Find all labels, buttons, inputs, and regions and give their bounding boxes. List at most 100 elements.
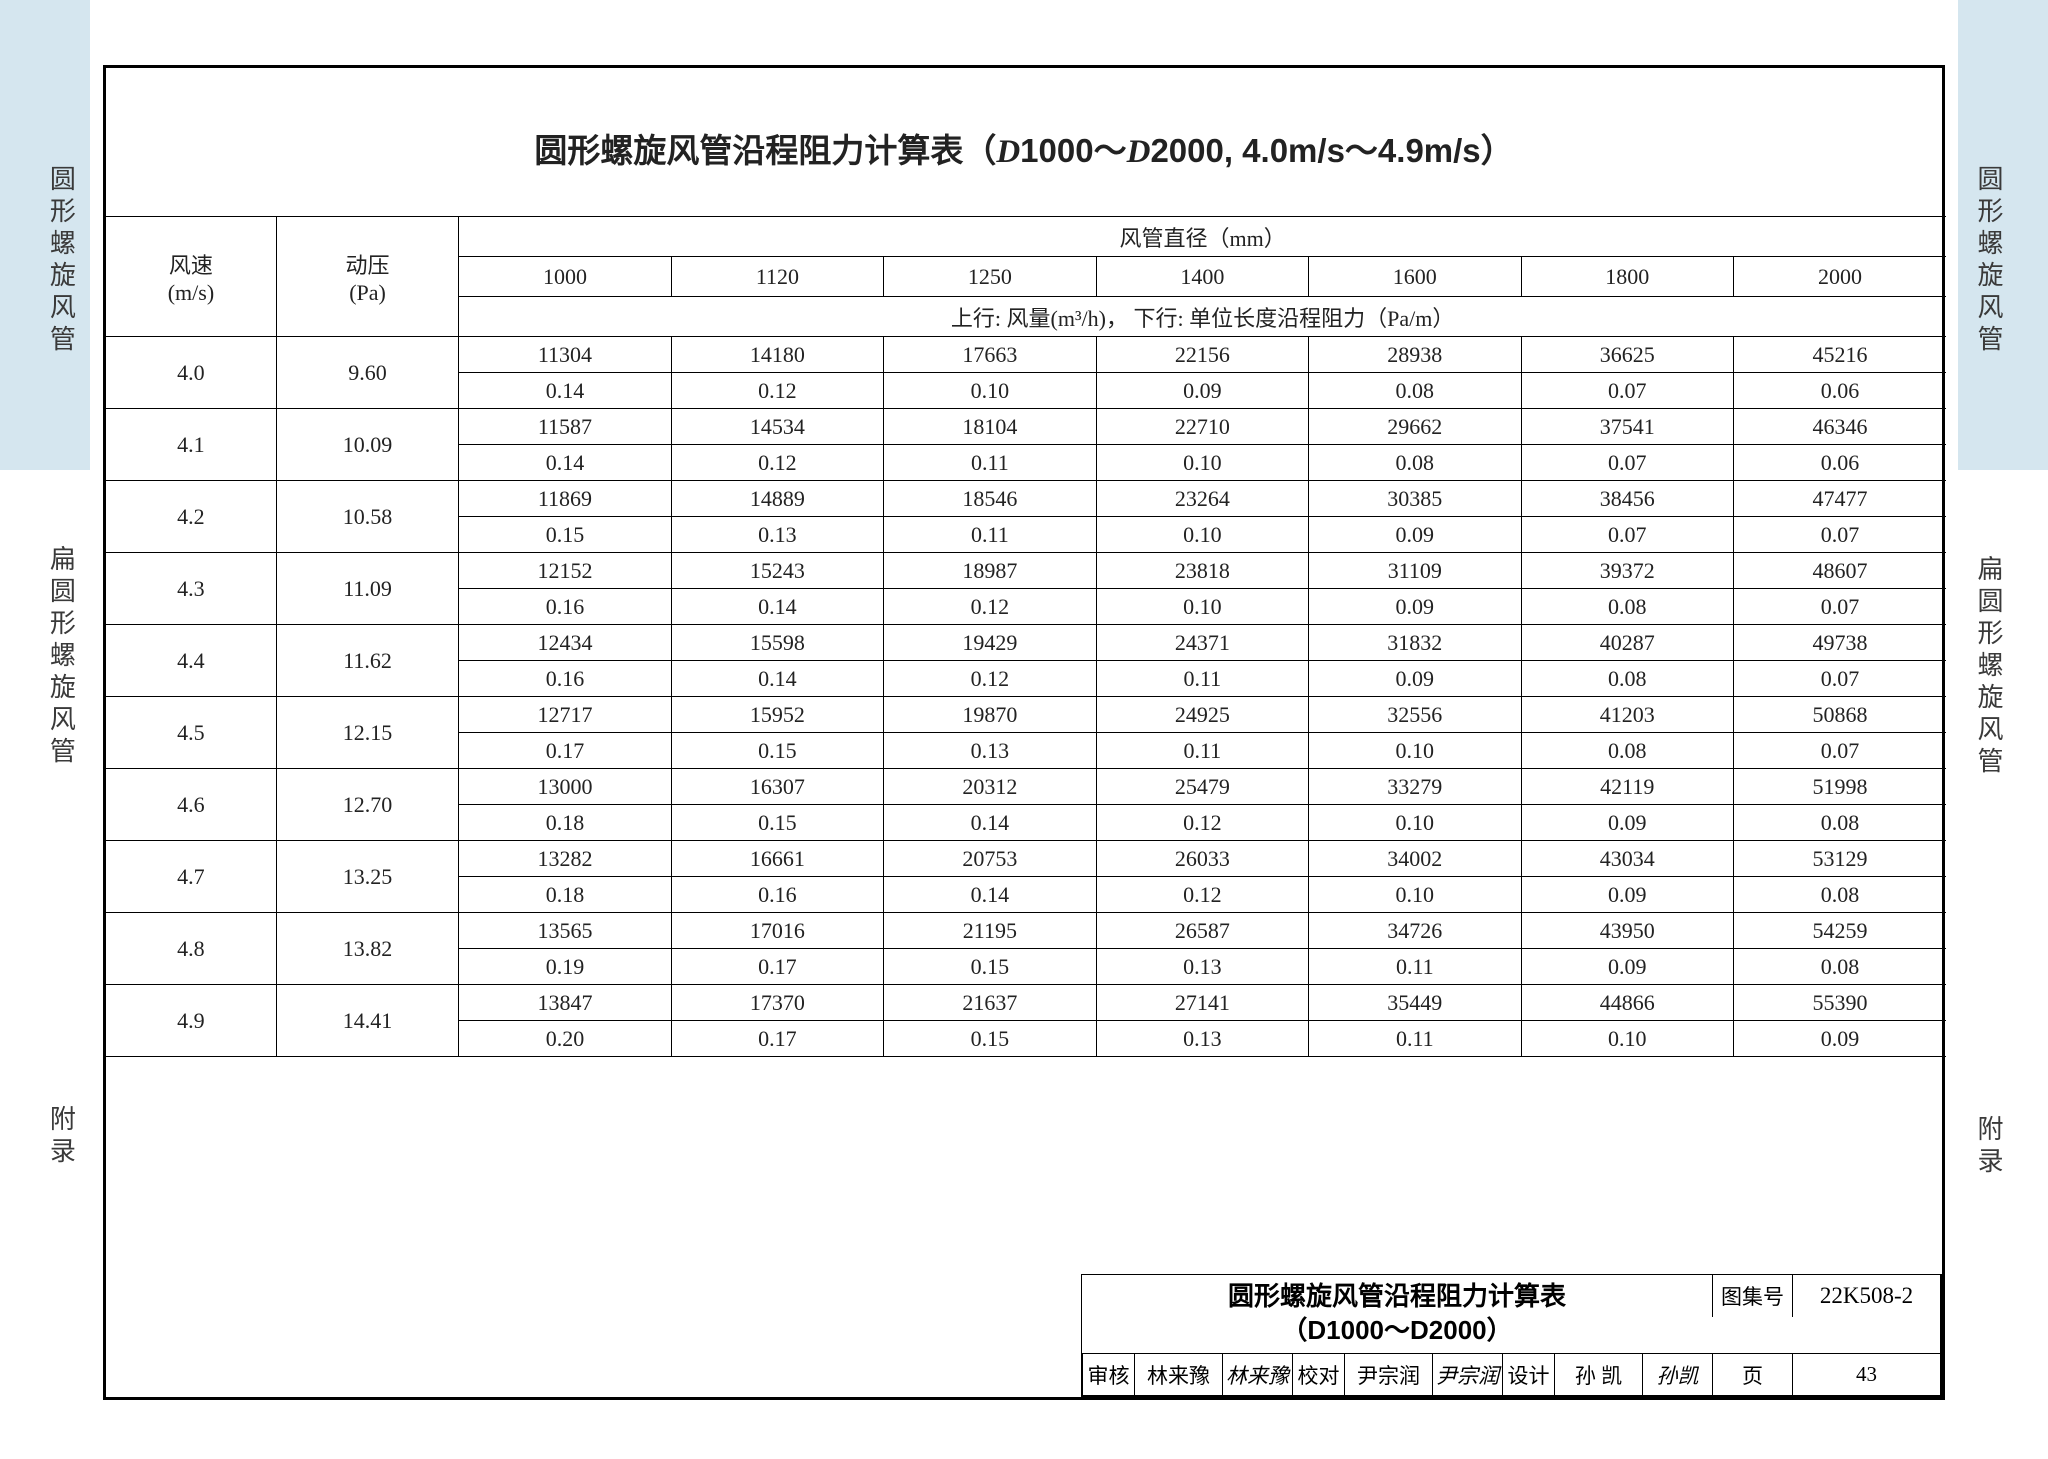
cell-resistance: 0.08	[1733, 805, 1946, 841]
cell-flow: 11587	[459, 409, 671, 445]
cell-resistance: 0.10	[1309, 805, 1521, 841]
cell-flow: 34002	[1309, 841, 1521, 877]
cell-flow: 16307	[671, 769, 883, 805]
header-speed-label: 风速	[110, 248, 272, 280]
cell-flow: 46346	[1733, 409, 1946, 445]
cell-resistance: 0.07	[1521, 517, 1733, 553]
cell-speed: 4.4	[106, 625, 276, 697]
table-row: 4.713.2513282166612075326033340024303453…	[106, 841, 1946, 877]
header-speed: 风速 (m/s)	[106, 217, 276, 337]
header-pressure: 动压 (Pa)	[276, 217, 458, 337]
checker-name: 尹宗润	[1344, 1353, 1432, 1395]
cell-resistance: 0.07	[1521, 445, 1733, 481]
cell-flow: 14180	[671, 337, 883, 373]
title-range2: 2000, 4.0m/s～4.9m/s）	[1150, 132, 1513, 169]
cell-flow: 41203	[1521, 697, 1733, 733]
series-code: 22K508-2	[1792, 1275, 1940, 1317]
cell-speed: 4.1	[106, 409, 276, 481]
cell-flow: 31109	[1309, 553, 1521, 589]
cell-speed: 4.9	[106, 985, 276, 1057]
cell-flow: 17370	[671, 985, 883, 1021]
table-row: 4.411.6212434155981942924371318324028749…	[106, 625, 1946, 661]
header-diameter-2000: 2000	[1733, 257, 1946, 297]
review-label: 审核	[1082, 1353, 1134, 1395]
cell-resistance: 0.16	[671, 877, 883, 913]
title-range1: 1000～	[1020, 132, 1126, 169]
cell-flow: 14889	[671, 481, 883, 517]
cell-flow: 22710	[1096, 409, 1308, 445]
cell-pressure: 11.62	[276, 625, 458, 697]
cell-resistance: 0.11	[1309, 1021, 1521, 1057]
header-speed-unit: (m/s)	[110, 280, 272, 306]
header-diameter-1120: 1120	[671, 257, 883, 297]
page-title: 圆形螺旋风管沿程阻力计算表（D1000～D2000, 4.0m/s～4.9m/s…	[106, 124, 1942, 172]
cell-flow: 37541	[1521, 409, 1733, 445]
cell-flow: 50868	[1733, 697, 1946, 733]
title-block: 圆形螺旋风管沿程阻力计算表 （D1000～D2000） 图集号 22K508-2…	[1081, 1274, 1943, 1398]
cell-flow: 22156	[1096, 337, 1308, 373]
cell-resistance: 0.06	[1733, 373, 1946, 409]
cell-flow: 20312	[884, 769, 1096, 805]
cell-flow: 43950	[1521, 913, 1733, 949]
cell-resistance: 0.09	[1521, 877, 1733, 913]
cell-resistance: 0.15	[459, 517, 671, 553]
cell-speed: 4.3	[106, 553, 276, 625]
cell-flow: 54259	[1733, 913, 1946, 949]
header-diameter-1800: 1800	[1521, 257, 1733, 297]
side-tab-right-2: 扁圆形螺旋风管	[1970, 555, 2006, 779]
cell-resistance: 0.14	[459, 445, 671, 481]
header-diameter-1600: 1600	[1309, 257, 1521, 297]
cell-resistance: 0.18	[459, 877, 671, 913]
cell-resistance: 0.11	[1096, 733, 1308, 769]
cell-flow: 53129	[1733, 841, 1946, 877]
cell-resistance: 0.10	[1309, 733, 1521, 769]
cell-flow: 11304	[459, 337, 671, 373]
cell-resistance: 0.08	[1309, 445, 1521, 481]
cell-resistance: 0.07	[1521, 373, 1733, 409]
designer-signature: 孙凯	[1642, 1353, 1712, 1395]
cell-resistance: 0.10	[1096, 517, 1308, 553]
cell-resistance: 0.08	[1733, 949, 1946, 985]
table-row: 4.512.1512717159521987024925325564120350…	[106, 697, 1946, 733]
cell-flow: 24371	[1096, 625, 1308, 661]
cell-pressure: 12.15	[276, 697, 458, 769]
cell-speed: 4.0	[106, 337, 276, 409]
cell-flow: 15243	[671, 553, 883, 589]
title-d2: D	[1127, 134, 1151, 170]
cell-flow: 34726	[1309, 913, 1521, 949]
cell-speed: 4.6	[106, 769, 276, 841]
cell-flow: 40287	[1521, 625, 1733, 661]
cell-resistance: 0.10	[1096, 589, 1308, 625]
table-head: 风速 (m/s) 动压 (Pa) 风管直径（mm） 10001120125014…	[106, 217, 1946, 337]
cell-resistance: 0.16	[459, 589, 671, 625]
cell-flow: 21195	[884, 913, 1096, 949]
cell-resistance: 0.17	[671, 949, 883, 985]
cell-flow: 27141	[1096, 985, 1308, 1021]
cell-flow: 32556	[1309, 697, 1521, 733]
cell-resistance: 0.09	[1096, 373, 1308, 409]
cell-pressure: 9.60	[276, 337, 458, 409]
cell-flow: 55390	[1733, 985, 1946, 1021]
cell-flow: 44866	[1521, 985, 1733, 1021]
cell-resistance: 0.09	[1521, 949, 1733, 985]
cell-resistance: 0.07	[1733, 733, 1946, 769]
side-tab-left-2: 扁圆形螺旋风管	[42, 545, 78, 769]
cell-flow: 31832	[1309, 625, 1521, 661]
table-row: 4.110.0911587145341810422710296623754146…	[106, 409, 1946, 445]
cell-flow: 12717	[459, 697, 671, 733]
cell-flow: 13282	[459, 841, 671, 877]
header-subhead: 上行: 风量(m³/h)， 下行: 单位长度沿程阻力（Pa/m）	[459, 297, 1946, 337]
cell-resistance: 0.19	[459, 949, 671, 985]
design-label: 设计	[1502, 1353, 1554, 1395]
title-block-main: 圆形螺旋风管沿程阻力计算表 （D1000～D2000）	[1082, 1275, 1712, 1353]
cell-resistance: 0.12	[671, 445, 883, 481]
cell-flow: 18104	[884, 409, 1096, 445]
cell-pressure: 12.70	[276, 769, 458, 841]
cell-resistance: 0.07	[1733, 589, 1946, 625]
page-label: 页	[1712, 1353, 1792, 1395]
cell-resistance: 0.12	[671, 373, 883, 409]
cell-resistance: 0.12	[1096, 877, 1308, 913]
cell-flow: 19429	[884, 625, 1096, 661]
table-body: 4.09.60113041418017663221562893836625452…	[106, 337, 1946, 1057]
cell-resistance: 0.18	[459, 805, 671, 841]
